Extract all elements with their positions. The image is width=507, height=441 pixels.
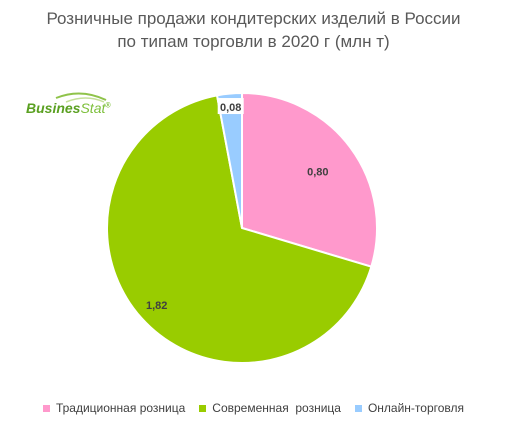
logo-text-stat: Stat [80, 100, 106, 116]
legend-item-0: Традиционная розница [42, 401, 186, 415]
logo-swoosh-icon [55, 92, 107, 103]
pie-slice-0 [241, 91, 378, 268]
chart-title-line2: по типам торговли в 2020 г (млн т) [117, 32, 390, 51]
businesstat-logo: BusinesStat® [26, 90, 126, 124]
logo-registered-mark: ® [105, 102, 111, 110]
legend-label-0: Традиционная розница [55, 401, 186, 415]
legend-label-1: Современная розница [212, 401, 341, 415]
legend-swatch-0 [42, 404, 50, 412]
legend-item-2: Онлайн-торговля [354, 401, 465, 415]
pie-slice-2 [215, 91, 243, 229]
logo-text: BusinesStat® [26, 100, 111, 116]
data-label-0: 0,80 [307, 167, 328, 179]
pie-slice-1 [106, 94, 373, 364]
data-label-2: 0,08 [220, 102, 241, 114]
chart-legend: Традиционная розница Современная розница О… [0, 401, 507, 415]
logo-text-main: Busines [26, 100, 81, 116]
legend-swatch-2 [354, 404, 362, 412]
legend-label-2: Онлайн-торговля [367, 401, 465, 415]
legend-item-1: Современная розница [199, 401, 341, 415]
data-label-bg-2 [217, 98, 244, 115]
legend-swatch-1 [199, 404, 207, 412]
chart-title-line1: Розничные продажи кондитерских изделий в… [46, 9, 461, 28]
data-label-1: 1,82 [146, 300, 167, 312]
